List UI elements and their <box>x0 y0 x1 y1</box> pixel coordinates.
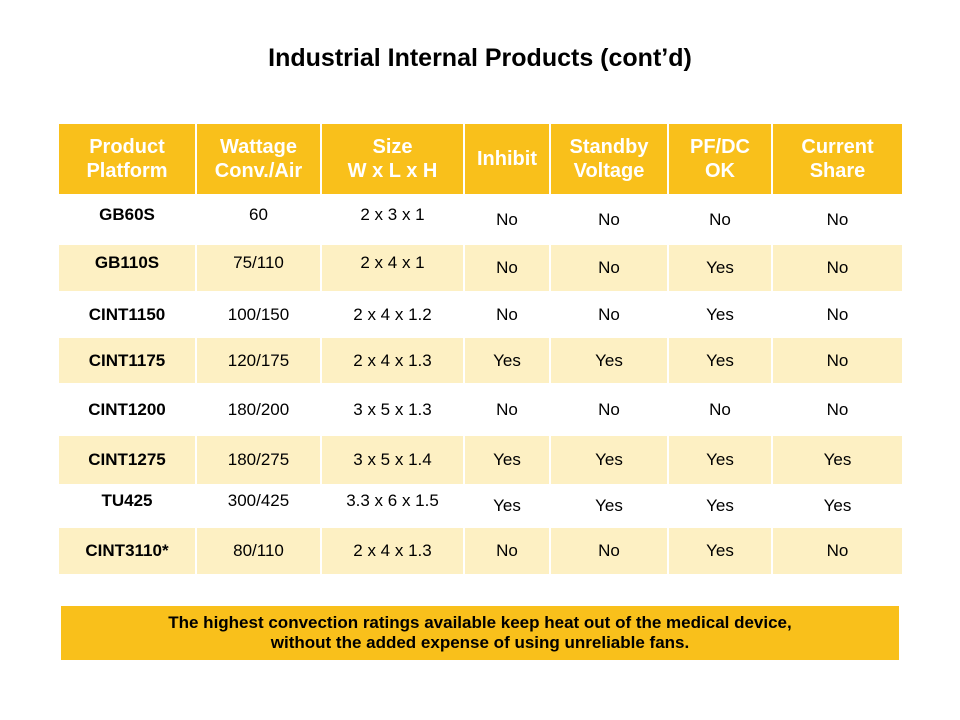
cell-current-share: Yes <box>772 436 902 484</box>
products-table: Product Platform Wattage Conv./Air Size W x… <box>59 124 902 574</box>
table-row: CINT3110* 80/110 2 x 4 x 1.3 No No Yes N… <box>59 528 902 574</box>
cell-wattage: 100/150 <box>196 291 322 338</box>
table-row: CINT1200 180/200 3 x 5 x 1.3 No No No No <box>59 383 902 436</box>
cell-standby-voltage: Yes <box>550 436 669 484</box>
table-row: CINT1150 100/150 2 x 4 x 1.2 No No Yes N… <box>59 291 902 338</box>
cell-standby-voltage: No <box>550 528 669 574</box>
cell-pf-dc-ok: Yes <box>668 245 773 291</box>
cell-pf-dc-ok: Yes <box>668 528 773 574</box>
cell-wattage: 120/175 <box>196 338 322 383</box>
cell-standby-voltage: No <box>550 291 669 338</box>
cell-size: 3.3 x 6 x 1.5 <box>321 484 465 528</box>
cell-inhibit: No <box>464 194 551 245</box>
cell-standby-voltage: No <box>550 383 669 436</box>
cell-platform: CINT1200 <box>59 383 197 436</box>
cell-current-share: No <box>772 338 902 383</box>
cell-current-share: No <box>826 399 849 419</box>
cell-size: 2 x 4 x 1 <box>321 245 465 291</box>
table-row: TU425 300/425 3.3 x 6 x 1.5 Yes Yes Yes … <box>59 484 902 528</box>
column-header-size: Size W x L x H <box>321 124 465 194</box>
cell-pf-dc-ok: Yes <box>668 291 773 338</box>
cell-pf-dc-ok: Yes <box>668 338 773 383</box>
cell-pf-dc-ok: No <box>668 383 773 436</box>
cell-platform: CINT1275 <box>59 436 197 484</box>
cell-wattage: 180/275 <box>196 436 322 484</box>
cell-platform: TU425 <box>59 484 197 528</box>
cell-standby-voltage: No <box>550 245 669 291</box>
page-title: Industrial Internal Products (cont’d) <box>268 44 692 72</box>
cell-wattage: 180/200 <box>196 383 322 436</box>
cell-size: 2 x 4 x 1.3 <box>321 338 465 383</box>
cell-platform: CINT1175 <box>59 338 197 383</box>
column-header-inhibit: Inhibit <box>464 124 551 194</box>
table-row: GB110S 75/110 2 x 4 x 1 No No Yes No <box>59 245 902 291</box>
cell-inhibit: No <box>464 291 551 338</box>
cell-platform: GB60S <box>59 194 197 245</box>
footer-line-2: without the added expense of using unrel… <box>270 633 690 652</box>
cell-standby-voltage: No <box>550 194 669 245</box>
cell-current-share: No <box>772 528 902 574</box>
cell-size: 2 x 4 x 1.2 <box>321 291 465 338</box>
cell-inhibit: Yes <box>464 338 551 383</box>
cell-wattage: 75/110 <box>196 245 322 291</box>
cell-current-share: No <box>772 245 902 291</box>
cell-size: 3 x 5 x 1.4 <box>321 436 465 484</box>
cell-platform: GB110S <box>59 245 197 291</box>
footer-callout: The highest convection ratings available… <box>61 606 899 660</box>
cell-pf-dc-ok: Yes <box>668 484 773 528</box>
cell-wattage: 80/110 <box>196 528 322 574</box>
cell-inhibit: Yes <box>464 484 551 528</box>
column-header-standby-voltage: Standby Voltage <box>550 124 669 194</box>
cell-platform: CINT1150 <box>59 291 197 338</box>
cell-size: 2 x 4 x 1.3 <box>321 528 465 574</box>
table-row: GB60S 60 2 x 3 x 1 No No No No <box>59 194 902 245</box>
column-header-product-platform: Product Platform <box>59 124 197 194</box>
cell-current-share: Yes <box>823 496 852 515</box>
cell-size: 3 x 5 x 1.3 <box>321 383 465 436</box>
cell-size: 2 x 3 x 1 <box>321 194 465 245</box>
cell-standby-voltage: Yes <box>550 338 669 383</box>
cell-wattage: 300/425 <box>196 484 322 528</box>
column-header-wattage: Wattage Conv./Air <box>196 124 322 194</box>
cell-inhibit: No <box>464 528 551 574</box>
cell-inhibit: Yes <box>464 436 551 484</box>
column-header-current-share: Current Share <box>772 124 902 194</box>
cell-pf-dc-ok: Yes <box>668 436 773 484</box>
cell-standby-voltage: Yes <box>550 484 669 528</box>
footer-text: The highest convection ratings available… <box>168 613 792 653</box>
cell-inhibit: No <box>464 383 551 436</box>
cell-current-share: No <box>826 209 849 229</box>
cell-platform: CINT3110* <box>59 528 197 574</box>
table-header-row: Product Platform Wattage Conv./Air Size W x… <box>59 124 902 194</box>
cell-current-share: No <box>826 304 849 324</box>
cell-inhibit: No <box>464 245 551 291</box>
table-row: CINT1175 120/175 2 x 4 x 1.3 Yes Yes Yes… <box>59 338 902 383</box>
footer-line-1: The highest convection ratings available… <box>168 613 792 632</box>
table-row: CINT1275 180/275 3 x 5 x 1.4 Yes Yes Yes… <box>59 436 902 484</box>
cell-wattage: 60 <box>196 194 322 245</box>
column-header-pf-dc-ok: PF/DC OK <box>668 124 773 194</box>
cell-pf-dc-ok: No <box>668 194 773 245</box>
